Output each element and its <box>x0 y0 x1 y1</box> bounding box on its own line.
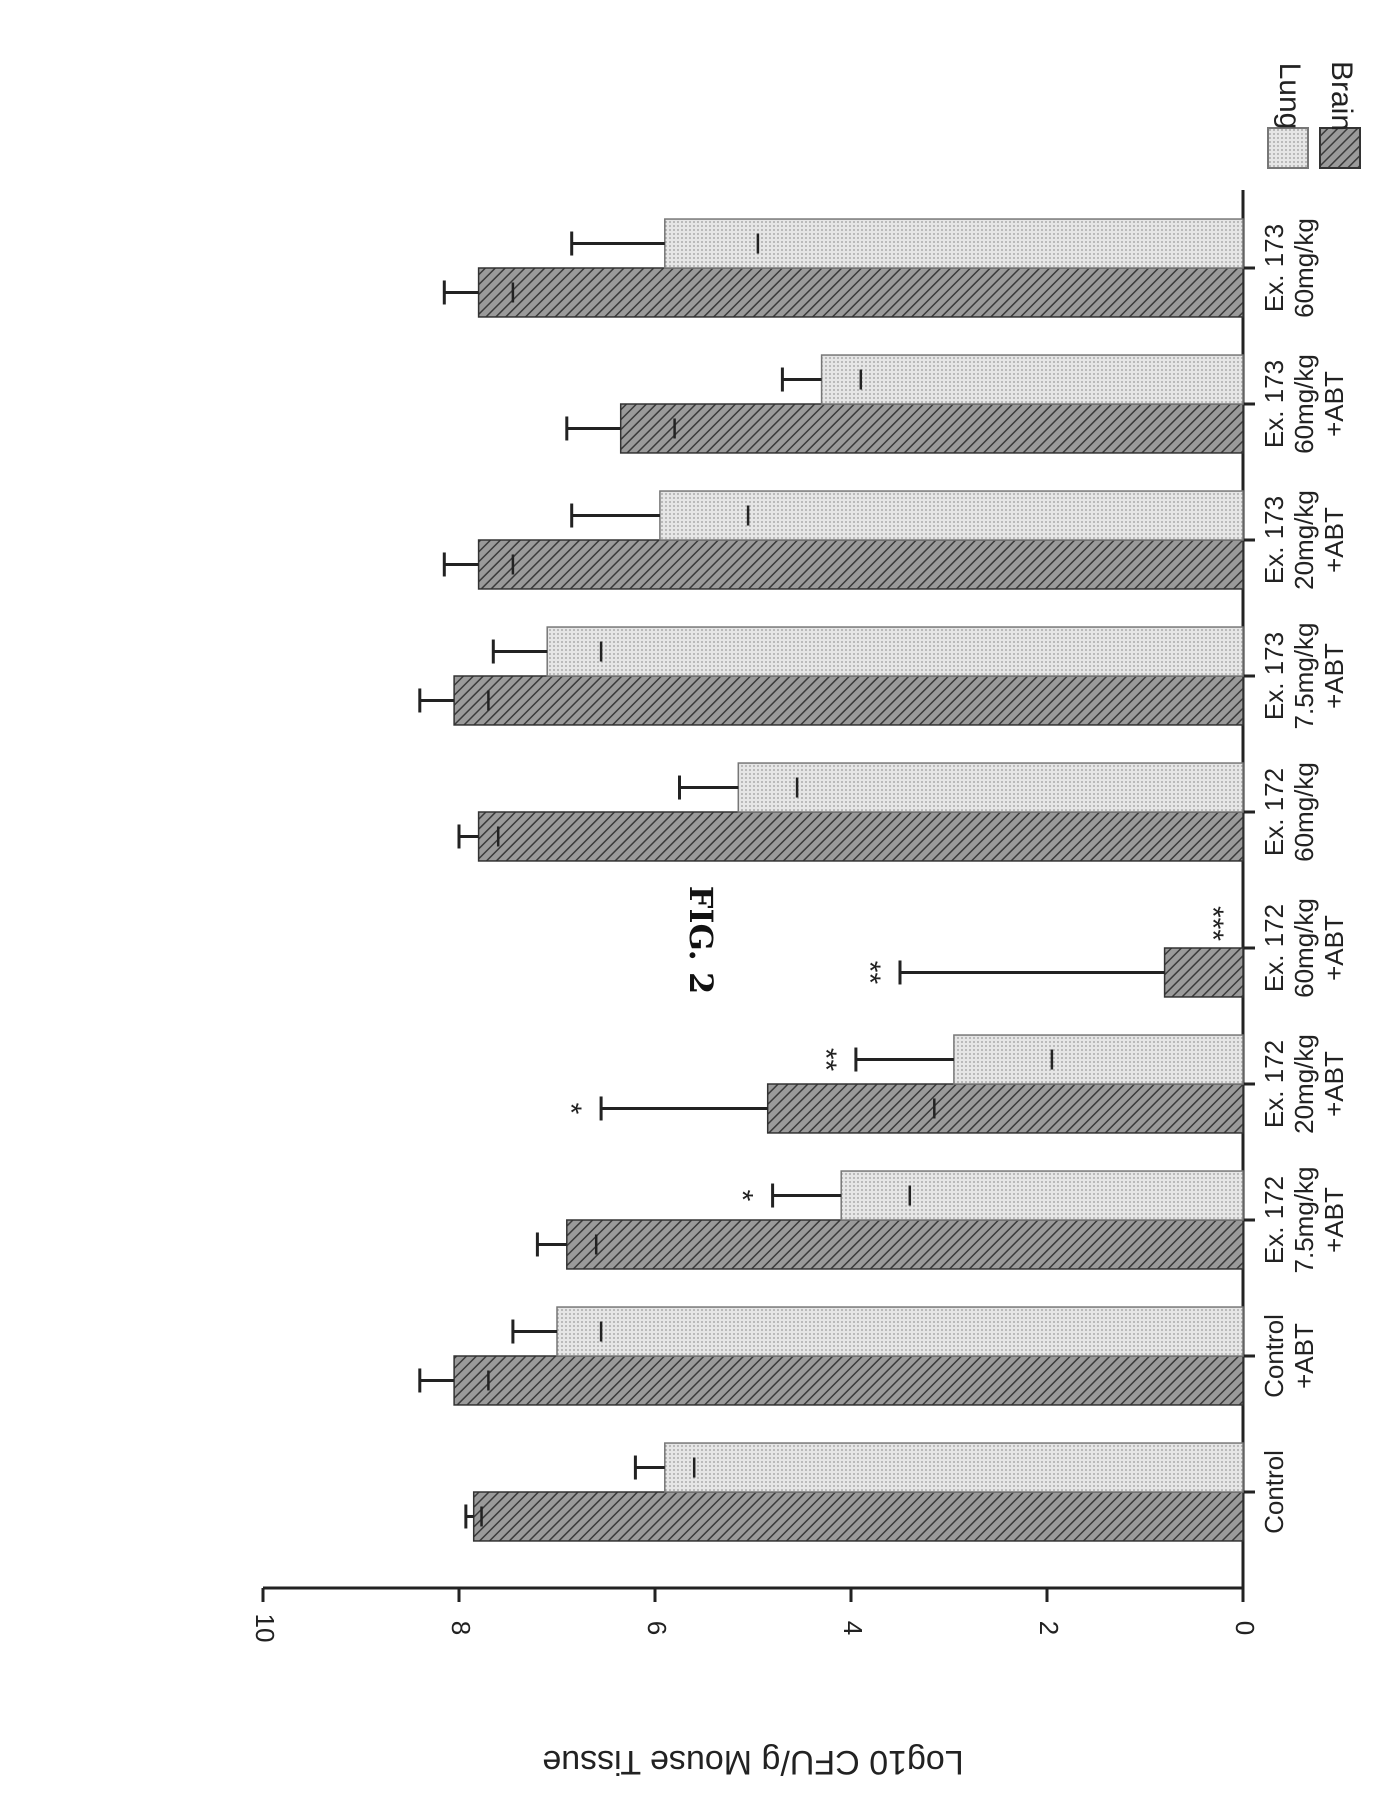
y-tick-label: 4 <box>838 1621 868 1635</box>
x-tick-label-line: Ex. 172 <box>1259 1176 1289 1264</box>
x-tick-label: Ex. 17360mg/kg+ABT <box>1259 354 1349 454</box>
bar-brain <box>453 1355 1244 1406</box>
x-tick-label-line: Ex. 172 <box>1259 904 1289 992</box>
x-tick-label-line: 20mg/kg <box>1289 490 1319 590</box>
bar-brain <box>566 1219 1244 1270</box>
significance-marker: * <box>726 1190 759 1202</box>
x-tick-label-line: Ex. 172 <box>1259 768 1289 856</box>
x-tick-label-line: +ABT <box>1319 643 1349 709</box>
x-tick-label-line: 7.5mg/kg <box>1289 623 1319 730</box>
x-tick-label: Control <box>1259 1450 1289 1534</box>
x-tick-label: Ex. 17260mg/kg <box>1259 762 1319 862</box>
x-tick-label: Control+ABT <box>1259 1314 1319 1398</box>
x-tick-label-line: Ex. 173 <box>1259 224 1289 312</box>
x-tick-label: Ex. 1727.5mg/kg+ABT <box>1259 1167 1349 1274</box>
x-tick-label: Ex. 17360mg/kg <box>1259 218 1319 318</box>
y-tick-label: 10 <box>250 1614 280 1643</box>
x-tick-label-line: +ABT <box>1319 507 1349 573</box>
bar-brain <box>453 675 1244 726</box>
figure-label: FIG. 2 <box>682 886 720 994</box>
x-tick-label-line: +ABT <box>1319 1187 1349 1253</box>
legend-swatch-brain <box>1319 127 1361 169</box>
x-tick-label-line: Ex. 173 <box>1259 496 1289 584</box>
bar-brain <box>1163 947 1244 998</box>
legend-swatch-lung <box>1267 127 1309 169</box>
bar-brain <box>477 267 1244 318</box>
bar-brain <box>477 811 1244 862</box>
x-tick-label-line: 20mg/kg <box>1289 1034 1319 1134</box>
x-tick-label: Ex. 17220mg/kg+ABT <box>1259 1034 1349 1134</box>
significance-marker: *** <box>1196 906 1229 941</box>
y-tick-label: 6 <box>642 1621 672 1635</box>
x-tick-label-line: +ABT <box>1319 915 1349 981</box>
bar-lung <box>664 218 1244 269</box>
x-tick-label: Ex. 17260mg/kg+ABT <box>1259 898 1349 998</box>
bar-lung <box>737 762 1244 813</box>
bar-lung <box>556 1306 1244 1357</box>
x-tick-label-line: Control <box>1259 1450 1289 1534</box>
bar-lung <box>664 1442 1244 1493</box>
x-tick-label-line: Ex. 173 <box>1259 632 1289 720</box>
x-tick-label-line: Ex. 172 <box>1259 1040 1289 1128</box>
x-tick-label: Ex. 1737.5mg/kg+ABT <box>1259 623 1349 730</box>
bar-lung <box>546 626 1244 677</box>
bar-lung <box>840 1170 1244 1221</box>
x-tick-label-line: 60mg/kg <box>1289 898 1319 998</box>
x-tick-label-line: Ex. 173 <box>1259 360 1289 448</box>
bar-brain <box>766 1083 1244 1134</box>
bar-lung <box>953 1034 1244 1085</box>
y-tick-label: 0 <box>1230 1621 1260 1635</box>
y-tick-label: 8 <box>446 1621 476 1635</box>
y-axis-title: Log10 CFU/g Mouse Tissue <box>542 1743 963 1781</box>
y-tick-label: 2 <box>1034 1621 1064 1635</box>
legend-label-brain: Brain <box>1325 61 1358 131</box>
x-tick-label-line: 60mg/kg <box>1289 218 1319 318</box>
bar-brain <box>619 403 1244 454</box>
x-tick-label-line: 60mg/kg <box>1289 354 1319 454</box>
significance-marker: * <box>554 1103 587 1115</box>
x-tick-label-line: +ABT <box>1319 1051 1349 1117</box>
bar-lung <box>820 354 1244 405</box>
x-tick-label: Ex. 17320mg/kg+ABT <box>1259 490 1349 590</box>
x-tick-label-line: +ABT <box>1289 1323 1319 1389</box>
x-tick-label-line: +ABT <box>1319 371 1349 437</box>
x-tick-label-line: 7.5mg/kg <box>1289 1167 1319 1274</box>
bar-brain <box>472 1491 1244 1542</box>
significance-marker: ** <box>853 961 886 985</box>
significance-marker: ** <box>809 1048 842 1072</box>
x-tick-label-line: Control <box>1259 1314 1289 1398</box>
x-tick-label-line: 60mg/kg <box>1289 762 1319 862</box>
legend-label-lung: Lung <box>1273 63 1306 130</box>
bar-brain <box>477 539 1244 590</box>
